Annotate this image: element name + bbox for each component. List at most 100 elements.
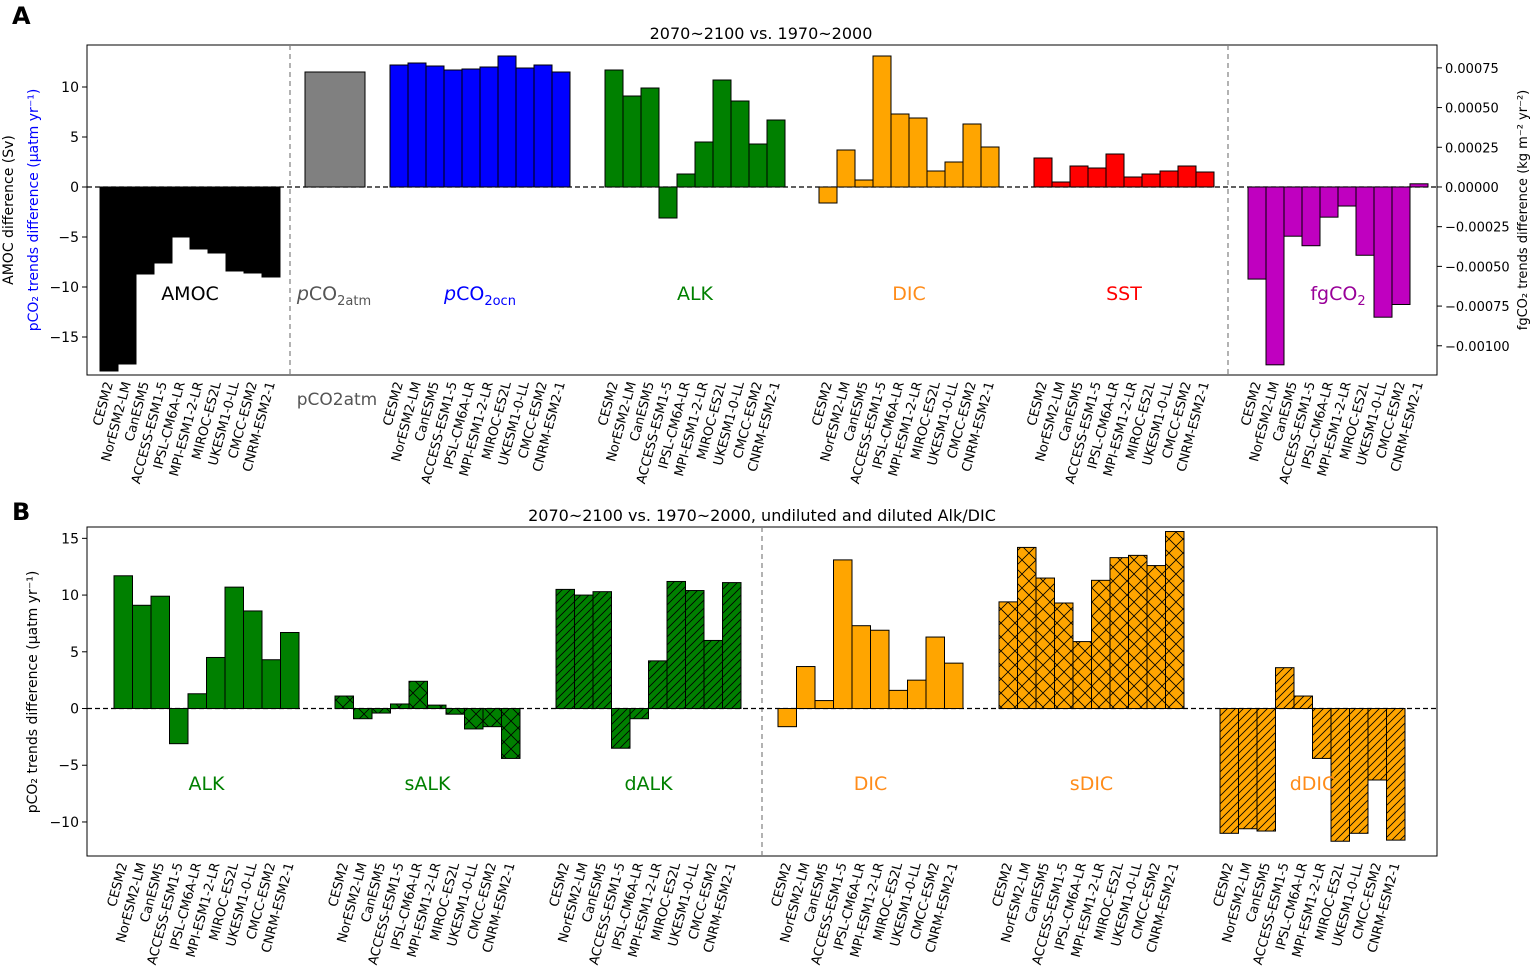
panel-a-right-tick-label: −0.00050	[1445, 260, 1510, 275]
panel-a-ylabel-left-line2: pCO₂ trends difference (μatm yr⁻¹)	[26, 89, 42, 332]
panel-a-bar-DIC-NorESM2-LM	[836, 149, 856, 188]
panel-a-bar-pCOocn-CESM2	[389, 64, 409, 188]
panel-a-bar-ALK-CanESM5	[640, 87, 660, 188]
panel-a-bar-pCOocn-MPI-ESM1-2-LR	[479, 66, 499, 188]
panel-a-bar-pCOocn-CNRM-ESM2-1	[551, 71, 571, 188]
panel-a-left-tick-label: −5	[58, 230, 79, 246]
panel-b-bar-ALK-CESM2	[113, 575, 133, 710]
panel-a-bar-DIC-CNRM-ESM2-1	[980, 146, 1000, 188]
panel-a-bar-fgCO-MIROC-ES2L	[1355, 186, 1375, 256]
panel-a-bar-AMOC-IPSL-CM6A-LR	[171, 186, 191, 238]
panel-a-right-tick-label: 0.00050	[1445, 102, 1499, 117]
panel-b-bar-hatch-sDIC-CMCC-ESM2	[1147, 565, 1166, 709]
panel-a-bar-DIC-CESM2	[818, 186, 838, 204]
panel-b-bar-hatch-dALK-CanESM5	[593, 591, 612, 709]
panel-a-bar-pCOocn-ACCESS-ESM1-5	[443, 69, 463, 188]
panel-a-series-label: ALK	[677, 283, 714, 305]
panel-a-series-label: SST	[1106, 283, 1142, 305]
panel-b-bar-hatch-dDIC-ACCESS-ESM1-5	[1275, 667, 1294, 709]
panel-a-bar-ALK-UKESM1-0-LL	[730, 100, 750, 188]
panel-a-bar-fgCO-NorESM2-LM	[1265, 186, 1285, 366]
panel-b-left-tick-label: 0	[70, 702, 79, 718]
panel-b-bar-DIC-NorESM2-LM	[796, 666, 816, 710]
panel-b-bars	[113, 531, 1406, 842]
panel-a-bar-fgCO-IPSL-CM6A-LR	[1319, 186, 1339, 218]
panel-b-series-label: sDIC	[1070, 773, 1113, 795]
panel-b-label: B	[12, 498, 30, 526]
panel-b-bar-hatch-dDIC-CNRM-ESM2-1	[1386, 708, 1405, 841]
panel-b-bar-DIC-ACCESS-ESM1-5	[833, 559, 853, 710]
panel-b-series-label: dALK	[624, 773, 673, 795]
panel-a-bar-ALK-CESM2	[604, 69, 624, 188]
panel-b-bar-DIC-CanESM5	[814, 700, 834, 710]
panel-a-bar-fgCO-ACCESS-ESM1-5	[1301, 186, 1321, 247]
panel-b-bar-hatch-dALK-CMCC-ESM2	[704, 640, 723, 709]
panel-b-bar-hatch-sALK-NorESM2-LM	[353, 708, 372, 719]
panel-b-x-tick-labels: CESM2NorESM2-LMCanESM5ACCESS-ESM1-5IPSL-…	[105, 860, 1404, 966]
panel-b-bar-hatch-sALK-MPI-ESM1-2-LR	[427, 705, 446, 709]
panel-b-bar-hatch-sDIC-CESM2	[999, 601, 1018, 709]
panel-b-bar-hatch-sALK-IPSL-CM6A-LR	[409, 681, 428, 709]
panel-b-bar-hatch-dDIC-CanESM5	[1257, 708, 1276, 832]
panel-b-bar-hatch-dALK-CNRM-ESM2-1	[722, 582, 741, 709]
panel-b-bar-ALK-NorESM2-LM	[132, 604, 152, 710]
panel-b-series-label: ALK	[188, 773, 225, 795]
panel-a-series-label: pCO2atm	[296, 283, 371, 309]
panel-b-bar-ALK-CMCC-ESM2	[261, 659, 281, 710]
panel-a-plot-frame	[86, 44, 1438, 376]
panel-b-bar-DIC-MIROC-ES2L	[888, 689, 908, 710]
panel-a-bar-pCOocn-IPSL-CM6A-LR	[461, 68, 481, 188]
panel-b-bar-hatch-dALK-MPI-ESM1-2-LR	[648, 660, 667, 709]
panel-b-left-tick-label: 15	[61, 531, 79, 547]
panel-a-label: A	[12, 2, 31, 30]
panel-a-bar-ALK-NorESM2-LM	[622, 95, 642, 188]
panel-a-bar-ALK-MPI-ESM1-2-LR	[694, 141, 714, 188]
panel-a-series-label: DIC	[892, 283, 926, 305]
panel-b-bar-DIC-CNRM-ESM2-1	[944, 662, 964, 710]
panel-a-left-tick-label: 0	[70, 180, 79, 196]
panel-a-bar-AMOC-ACCESS-ESM1-5	[153, 186, 173, 264]
panel-a-series-label: AMOC	[161, 283, 219, 305]
panel-a-bar-AMOC-CMCC-ESM2	[243, 186, 263, 274]
panel-b-bar-DIC-MPI-ESM1-2-LR	[870, 629, 890, 710]
panel-a-bar-DIC-CMCC-ESM2	[962, 123, 982, 188]
panel-a-bar-fgCO-CESM2	[1247, 186, 1267, 280]
panel-b-bar-ALK-ACCESS-ESM1-5	[169, 708, 189, 745]
panel-a-bar-fgCO-UKESM1-0-LL	[1373, 186, 1393, 318]
panel-b-bar-hatch-dALK-UKESM1-0-LL	[685, 590, 704, 709]
panel-b-ylabel: pCO₂ trends difference (μatm yr⁻¹)	[25, 571, 41, 814]
panel-a-bar-fgCO-CMCC-ESM2	[1391, 186, 1411, 305]
panel-b-bar-hatch-sALK-MIROC-ES2L	[446, 708, 465, 715]
panel-a-right-tick-label: 0.00000	[1445, 181, 1499, 196]
panel-b-left-tick-label: −5	[58, 758, 79, 774]
panel-b-series-label: DIC	[854, 773, 888, 795]
panel-a-bar-pCOatm-single	[304, 71, 366, 188]
panel-b-series-labels: ALK sALK dALK DIC sDIC dDIC	[188, 773, 1335, 795]
panel-a-right-tick-label: 0.00075	[1445, 62, 1499, 77]
panel-b-bar-hatch-sALK-CESM2	[335, 696, 354, 709]
panel-a-right-tick-label: 0.00025	[1445, 141, 1499, 156]
panel-b-bar-DIC-CESM2	[777, 708, 797, 728]
panel-a-xlabel-pco2atm: pCO2atm	[297, 390, 378, 410]
panel-a-right-tick-label: −0.00025	[1445, 221, 1510, 236]
panel-b-bar-hatch-sDIC-IPSL-CM6A-LR	[1073, 641, 1092, 709]
panel-b-bar-hatch-dALK-CESM2	[556, 589, 575, 709]
panel-b-bar-hatch-dDIC-NorESM2-LM	[1238, 708, 1257, 829]
panel-b-bar-ALK-MIROC-ES2L	[224, 586, 244, 710]
panel-a-bar-fgCO-CNRM-ESM2-1	[1409, 183, 1429, 188]
panel-a-series-labels: AMOC pCO2atm pCO2ocn ALK DIC SST fgCO2	[161, 283, 1365, 309]
panel-a: A 2070~2100 vs. 1970~2000 AMOC differenc…	[1, 2, 1531, 486]
panel-a-bar-SST-CMCC-ESM2	[1177, 165, 1197, 188]
panel-a-bar-ALK-IPSL-CM6A-LR	[676, 173, 696, 188]
panel-a-bars	[99, 55, 1429, 372]
panel-b-title: 2070~2100 vs. 1970~2000, undiluted and d…	[528, 506, 996, 525]
panel-b-bar-hatch-sDIC-CanESM5	[1036, 578, 1055, 709]
panel-b-bar-hatch-sALK-CanESM5	[372, 708, 391, 714]
panel-a-bar-DIC-MIROC-ES2L	[926, 170, 946, 188]
panel-b-bar-hatch-sDIC-NorESM2-LM	[1017, 547, 1036, 709]
panel-a-bar-DIC-CanESM5	[854, 179, 874, 188]
panel-a-title: 2070~2100 vs. 1970~2000	[650, 24, 873, 43]
panel-a-bar-AMOC-CNRM-ESM2-1	[261, 186, 281, 278]
panel-b-left-tick-label: −10	[49, 815, 79, 831]
